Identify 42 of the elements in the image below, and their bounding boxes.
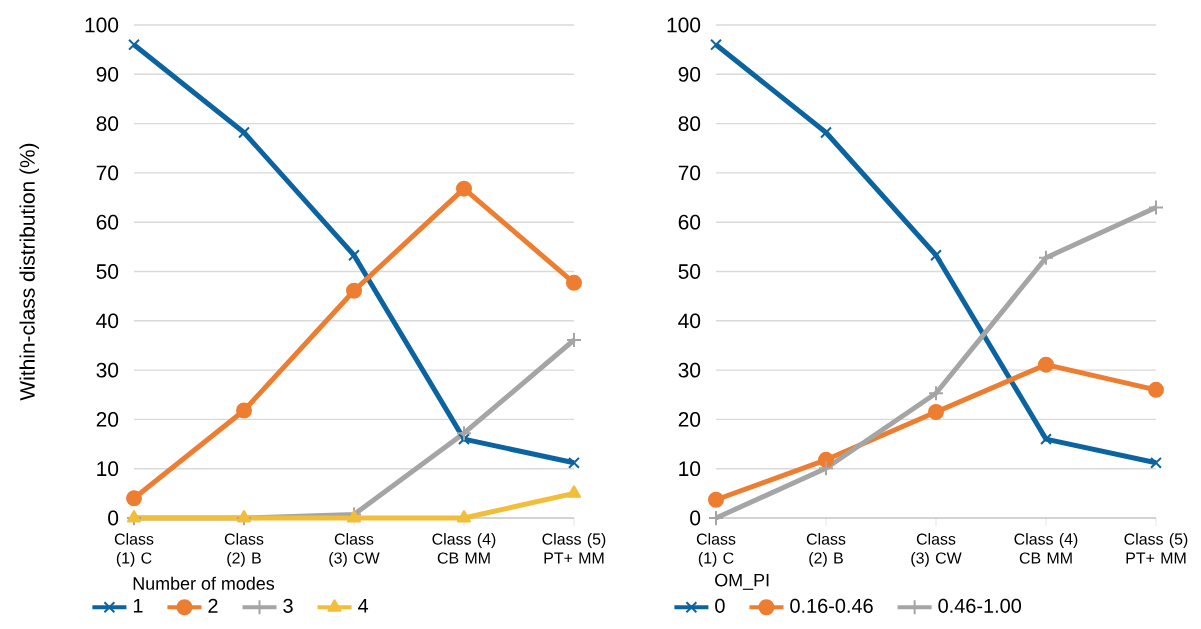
legend-label: 4 (358, 598, 369, 613)
y-tick-label: 50 (96, 264, 119, 279)
legend-label: 3 (283, 598, 293, 613)
x-tick-label: Class (1) C (696, 533, 736, 567)
legend-label: 0.16-0.46 (790, 598, 873, 613)
y-tick-label: 80 (678, 116, 701, 132)
y-tick-label: 100 (667, 17, 701, 33)
y-tick-label: 10 (97, 461, 119, 477)
y-tick-label: 20 (96, 412, 119, 427)
y-tick-label: 10 (679, 461, 701, 477)
y-tick-label: 40 (96, 313, 119, 329)
x-tick-label: Class (5) PT+ MM (542, 533, 606, 564)
x-tick-label: Class (3) CW (329, 533, 380, 567)
y-tick-label: 0 (690, 510, 701, 526)
x-tick-label: Class (4) CB MM (1014, 533, 1078, 564)
y-tick-label: 90 (678, 66, 701, 82)
legend-label: 1 (133, 598, 143, 613)
x-tick-label: Class (4) CB MM (432, 533, 496, 564)
x-tick-label: Class (3) CW (911, 533, 962, 567)
y-tick-label: 40 (678, 313, 701, 329)
y-tick-label: 60 (96, 214, 119, 230)
legend-label: 0.46-1.00 (938, 598, 1022, 613)
y-tick-label: 70 (678, 165, 701, 181)
y-tick-label: 0 (108, 510, 119, 526)
y-tick-label: 30 (96, 362, 119, 378)
x-tick-label: Class (2) B (224, 533, 264, 567)
legend-title: Number of modes (133, 576, 275, 590)
x-tick-label: Class (1) C (114, 533, 154, 567)
y-tick-label: 100 (85, 17, 119, 33)
legend-label: 2 (208, 598, 218, 613)
y-tick-label: 30 (678, 362, 701, 378)
y-tick-label: 50 (678, 264, 701, 279)
x-tick-label: Class (5) PT+ MM (1124, 533, 1188, 564)
legend-title: OM_PI (715, 573, 769, 590)
y-tick-label: 80 (96, 116, 119, 132)
x-tick-label: Class (2) B (806, 533, 846, 567)
y-axis-title: Within-class distribution (%) (19, 143, 39, 401)
y-tick-label: 70 (96, 165, 119, 181)
y-tick-label: 60 (678, 214, 701, 230)
legend-label: 0 (715, 598, 725, 613)
y-tick-label: 20 (678, 412, 701, 427)
y-tick-label: 90 (96, 66, 119, 82)
